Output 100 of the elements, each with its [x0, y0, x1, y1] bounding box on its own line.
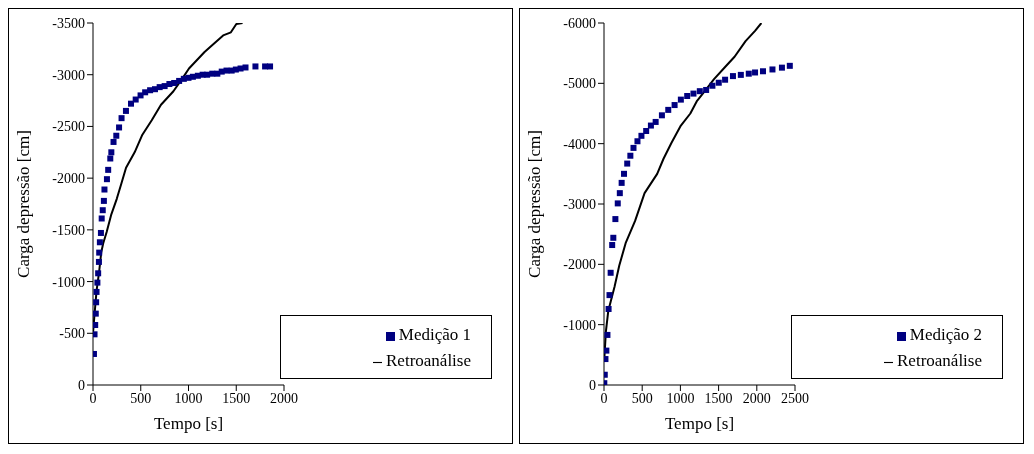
point	[108, 149, 115, 156]
point	[97, 229, 104, 236]
x-tick-label: 0	[89, 390, 97, 406]
point	[652, 118, 659, 125]
x-tick-label: 2000	[270, 390, 298, 406]
point	[722, 76, 729, 83]
point	[729, 73, 736, 80]
x-tick-label: 1000	[666, 390, 695, 406]
point	[607, 269, 614, 276]
y-tick-label: -1500	[52, 222, 85, 238]
point	[778, 64, 785, 71]
point	[605, 305, 612, 312]
point	[696, 88, 703, 95]
point	[665, 106, 672, 113]
point	[627, 152, 634, 159]
y-axis-title: Carga depressão [cm]	[525, 130, 545, 278]
y-tick-label: -1000	[52, 274, 85, 290]
point	[100, 197, 107, 204]
point	[93, 322, 99, 329]
y-tick-label: -1000	[563, 317, 596, 333]
y-tick-label: 0	[78, 377, 85, 393]
point	[96, 239, 103, 246]
x-tick-label: 2000	[742, 390, 771, 406]
y-tick-label: -2000	[52, 171, 85, 187]
point	[677, 96, 684, 103]
point	[242, 64, 249, 71]
point	[116, 124, 123, 131]
point	[745, 70, 752, 77]
point	[647, 122, 654, 129]
y-tick-label: -4000	[563, 136, 596, 152]
point	[759, 68, 766, 75]
x-tick-label: 500	[130, 390, 152, 406]
legend-label: Medição 1	[398, 325, 471, 344]
point	[690, 90, 697, 97]
x-tick-label: 2500	[781, 390, 809, 406]
point	[624, 160, 631, 167]
point	[715, 79, 722, 86]
point	[610, 234, 617, 241]
point	[128, 100, 135, 107]
x-tick-label: 1500	[222, 390, 251, 406]
point	[614, 200, 621, 207]
point	[93, 310, 99, 317]
point	[110, 138, 117, 145]
point	[786, 62, 793, 69]
legend-label: Medição 2	[909, 325, 982, 344]
point	[634, 138, 641, 145]
x-tick-label: 1500	[704, 390, 733, 406]
y-tick-label: -2500	[52, 119, 85, 135]
point	[94, 279, 101, 286]
y-tick-label: -3000	[563, 196, 596, 212]
x-axis-title: Tempo [s]	[153, 414, 224, 433]
point	[606, 292, 613, 299]
y-tick-label: -5000	[563, 76, 596, 92]
point	[93, 299, 100, 306]
point	[93, 331, 98, 338]
point	[267, 63, 274, 70]
point	[98, 215, 105, 222]
point	[752, 69, 759, 76]
x-tick-label: 1000	[174, 390, 203, 406]
point	[684, 93, 691, 99]
point	[709, 82, 716, 89]
y-tick-label: -3000	[52, 67, 85, 83]
y-tick-label: -2000	[563, 257, 596, 273]
point	[96, 249, 103, 256]
point	[612, 216, 619, 223]
point	[621, 170, 628, 177]
point	[737, 71, 744, 78]
point	[671, 102, 678, 109]
point	[95, 258, 102, 265]
x-tick-label: 500	[631, 390, 653, 406]
point	[769, 66, 776, 73]
point	[658, 112, 665, 119]
y-axis-title: Carga depressão [cm]	[14, 130, 34, 278]
point	[95, 270, 102, 277]
legend-label: Retroanálise	[386, 351, 471, 370]
point	[107, 155, 114, 162]
point	[93, 288, 100, 295]
point	[105, 166, 112, 173]
legend-label: Retroanálise	[897, 351, 982, 370]
point	[638, 132, 645, 139]
point	[643, 128, 650, 134]
y-tick-label: -6000	[563, 15, 596, 31]
point	[132, 96, 139, 103]
point	[122, 107, 129, 114]
y-tick-label: 0	[589, 377, 596, 393]
point	[113, 132, 120, 139]
y-tick-label: -500	[59, 326, 85, 342]
point	[703, 86, 710, 93]
point	[252, 63, 259, 70]
point	[604, 347, 610, 354]
point	[618, 179, 625, 186]
x-tick-label: 0	[600, 390, 608, 406]
point	[101, 186, 108, 193]
point	[609, 242, 616, 249]
point	[118, 115, 125, 122]
point	[604, 331, 611, 338]
point	[616, 190, 623, 197]
x-axis-title: Tempo [s]	[664, 414, 735, 433]
y-tick-label: -3500	[52, 15, 85, 31]
point	[99, 207, 106, 214]
